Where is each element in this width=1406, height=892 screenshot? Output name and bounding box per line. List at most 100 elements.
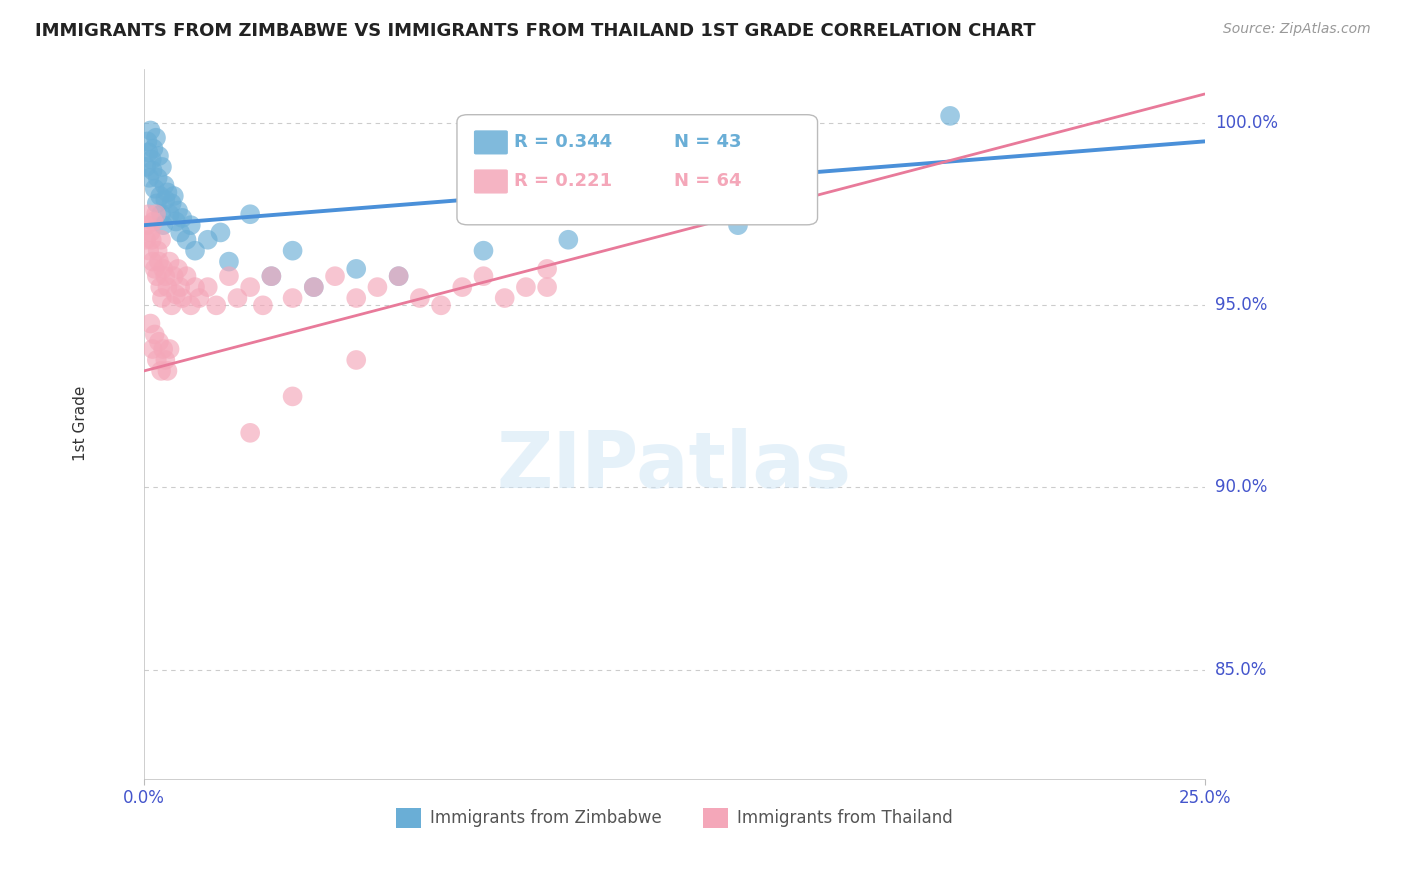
- Point: [409, 291, 432, 305]
- Point: [152, 218, 174, 232]
- Text: 95.0%: 95.0%: [1215, 296, 1268, 314]
- Text: 100.0%: 100.0%: [1215, 114, 1278, 132]
- Point: [155, 193, 177, 207]
- Point: [150, 160, 173, 174]
- Point: [145, 130, 167, 145]
- Point: [472, 269, 495, 284]
- Point: [302, 280, 325, 294]
- Point: [344, 291, 367, 305]
- Point: [143, 327, 166, 342]
- Point: [142, 254, 165, 268]
- Point: [138, 145, 160, 160]
- Point: [149, 189, 172, 203]
- Point: [146, 353, 169, 368]
- Point: [139, 226, 162, 240]
- Point: [141, 153, 163, 167]
- Point: [148, 254, 170, 268]
- Point: [281, 389, 304, 403]
- Point: [388, 269, 411, 284]
- Point: [138, 244, 160, 258]
- FancyBboxPatch shape: [474, 130, 508, 154]
- Point: [139, 123, 162, 137]
- Text: R = 0.221: R = 0.221: [515, 172, 613, 190]
- Point: [472, 244, 495, 258]
- Point: [172, 211, 194, 225]
- Point: [176, 233, 198, 247]
- Point: [142, 214, 165, 228]
- Text: R = 0.344: R = 0.344: [515, 133, 613, 151]
- Text: IMMIGRANTS FROM ZIMBABWE VS IMMIGRANTS FROM THAILAND 1ST GRADE CORRELATION CHART: IMMIGRANTS FROM ZIMBABWE VS IMMIGRANTS F…: [35, 22, 1036, 40]
- Point: [135, 160, 157, 174]
- FancyBboxPatch shape: [474, 169, 508, 194]
- Point: [159, 207, 181, 221]
- Point: [180, 218, 202, 232]
- Point: [163, 269, 186, 284]
- Point: [159, 254, 181, 268]
- Point: [155, 353, 177, 368]
- Point: [146, 269, 169, 284]
- Point: [160, 196, 183, 211]
- Text: 90.0%: 90.0%: [1215, 478, 1268, 497]
- Point: [188, 291, 211, 305]
- Point: [184, 280, 207, 294]
- Point: [323, 269, 346, 284]
- Point: [366, 280, 388, 294]
- Point: [281, 244, 304, 258]
- Point: [143, 182, 166, 196]
- Point: [218, 269, 240, 284]
- Point: [939, 109, 962, 123]
- Point: [138, 170, 160, 185]
- Point: [155, 269, 177, 284]
- Point: [184, 244, 207, 258]
- Point: [150, 291, 173, 305]
- Point: [153, 178, 176, 193]
- Point: [159, 342, 181, 356]
- Point: [536, 261, 558, 276]
- Point: [138, 207, 160, 221]
- Point: [152, 261, 174, 276]
- Point: [141, 233, 163, 247]
- Point: [146, 196, 169, 211]
- Point: [536, 280, 558, 294]
- Point: [218, 254, 240, 268]
- Text: Source: ZipAtlas.com: Source: ZipAtlas.com: [1223, 22, 1371, 37]
- Point: [388, 269, 411, 284]
- Point: [260, 269, 283, 284]
- Point: [169, 226, 191, 240]
- Point: [344, 261, 367, 276]
- Point: [148, 149, 170, 163]
- Point: [167, 203, 190, 218]
- Point: [150, 207, 173, 221]
- Point: [172, 291, 194, 305]
- Point: [430, 298, 453, 312]
- Point: [146, 244, 169, 258]
- Point: [727, 218, 749, 232]
- Point: [150, 364, 173, 378]
- Legend: Immigrants from Zimbabwe, Immigrants from Thailand: Immigrants from Zimbabwe, Immigrants fro…: [389, 801, 959, 835]
- Point: [145, 207, 167, 221]
- Point: [239, 280, 262, 294]
- Point: [209, 226, 232, 240]
- Point: [163, 189, 186, 203]
- FancyBboxPatch shape: [457, 115, 817, 225]
- Text: N = 43: N = 43: [675, 133, 742, 151]
- Point: [180, 298, 202, 312]
- Point: [146, 170, 169, 185]
- Point: [156, 280, 179, 294]
- Point: [165, 287, 187, 301]
- Point: [344, 353, 367, 368]
- Point: [156, 364, 179, 378]
- Text: ZIPatlas: ZIPatlas: [496, 428, 852, 504]
- Point: [149, 280, 172, 294]
- Point: [239, 207, 262, 221]
- Point: [557, 233, 579, 247]
- Point: [160, 298, 183, 312]
- Point: [494, 291, 516, 305]
- Point: [152, 342, 174, 356]
- Point: [451, 280, 474, 294]
- Point: [302, 280, 325, 294]
- Text: N = 64: N = 64: [675, 172, 742, 190]
- Point: [176, 269, 198, 284]
- Point: [142, 342, 165, 356]
- Point: [260, 269, 283, 284]
